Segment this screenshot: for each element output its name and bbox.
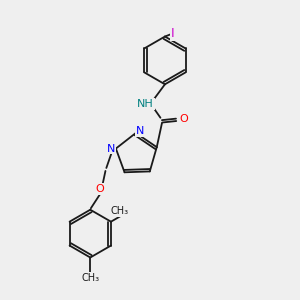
Text: O: O: [95, 184, 104, 194]
Text: O: O: [179, 114, 188, 124]
Text: N: N: [107, 144, 116, 154]
Text: NH: NH: [137, 99, 154, 109]
Text: I: I: [171, 27, 174, 40]
Text: CH₃: CH₃: [81, 273, 99, 283]
Text: N: N: [136, 127, 145, 136]
Text: CH₃: CH₃: [111, 206, 129, 216]
